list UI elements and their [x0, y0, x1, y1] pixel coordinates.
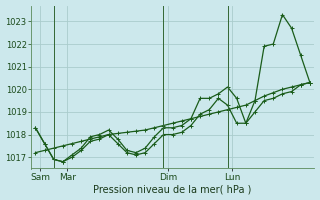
X-axis label: Pression niveau de la mer( hPa ): Pression niveau de la mer( hPa ) — [93, 184, 252, 194]
